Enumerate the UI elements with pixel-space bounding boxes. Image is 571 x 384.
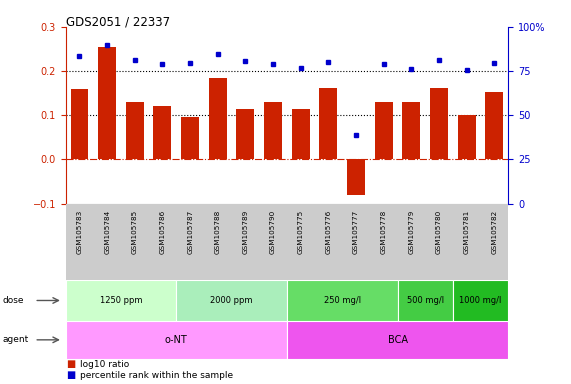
Text: GSM105789: GSM105789 bbox=[243, 210, 248, 254]
Bar bbox=[70, 89, 89, 159]
Text: GSM105787: GSM105787 bbox=[187, 210, 193, 254]
Text: GSM105782: GSM105782 bbox=[492, 210, 497, 254]
Text: GSM105779: GSM105779 bbox=[408, 210, 415, 254]
Text: GSM105778: GSM105778 bbox=[381, 210, 387, 254]
Bar bbox=[236, 109, 255, 159]
Text: percentile rank within the sample: percentile rank within the sample bbox=[80, 371, 233, 380]
Bar bbox=[403, 102, 420, 159]
Bar bbox=[458, 115, 476, 159]
Bar bbox=[292, 109, 309, 159]
Bar bbox=[98, 47, 116, 159]
Text: 1000 mg/l: 1000 mg/l bbox=[459, 296, 502, 305]
Bar bbox=[397, 280, 453, 321]
Bar bbox=[154, 106, 171, 159]
Bar bbox=[176, 280, 287, 321]
Text: ■: ■ bbox=[66, 370, 75, 380]
Text: GSM105790: GSM105790 bbox=[270, 210, 276, 254]
Text: 250 mg/l: 250 mg/l bbox=[324, 296, 361, 305]
Bar bbox=[209, 78, 227, 159]
Bar bbox=[287, 280, 397, 321]
Text: agent: agent bbox=[3, 335, 29, 344]
Bar bbox=[287, 321, 508, 359]
Text: BCA: BCA bbox=[388, 335, 408, 345]
Text: GSM105777: GSM105777 bbox=[353, 210, 359, 254]
Bar bbox=[66, 321, 287, 359]
Bar bbox=[375, 102, 393, 159]
Bar bbox=[430, 88, 448, 159]
Text: 1250 ppm: 1250 ppm bbox=[100, 296, 142, 305]
Text: GSM105783: GSM105783 bbox=[77, 210, 82, 254]
Text: GSM105786: GSM105786 bbox=[159, 210, 166, 254]
Bar bbox=[347, 159, 365, 195]
Text: GSM105788: GSM105788 bbox=[215, 210, 221, 254]
Text: GSM105776: GSM105776 bbox=[325, 210, 331, 254]
Text: GSM105781: GSM105781 bbox=[464, 210, 470, 254]
Text: ■: ■ bbox=[66, 359, 75, 369]
Text: log10 ratio: log10 ratio bbox=[80, 361, 129, 369]
Text: 2000 ppm: 2000 ppm bbox=[210, 296, 253, 305]
Bar bbox=[66, 280, 176, 321]
Text: GDS2051 / 22337: GDS2051 / 22337 bbox=[66, 15, 170, 28]
Text: GSM105775: GSM105775 bbox=[297, 210, 304, 254]
Bar bbox=[453, 280, 508, 321]
Text: GSM105780: GSM105780 bbox=[436, 210, 442, 254]
Bar bbox=[485, 92, 504, 159]
Bar bbox=[264, 102, 282, 159]
Text: dose: dose bbox=[3, 296, 25, 305]
Bar bbox=[319, 88, 337, 159]
Bar bbox=[181, 118, 199, 159]
Text: 500 mg/l: 500 mg/l bbox=[407, 296, 444, 305]
Text: GSM105785: GSM105785 bbox=[132, 210, 138, 254]
Bar bbox=[126, 102, 144, 159]
Text: GSM105784: GSM105784 bbox=[104, 210, 110, 254]
Text: o-NT: o-NT bbox=[165, 335, 188, 345]
